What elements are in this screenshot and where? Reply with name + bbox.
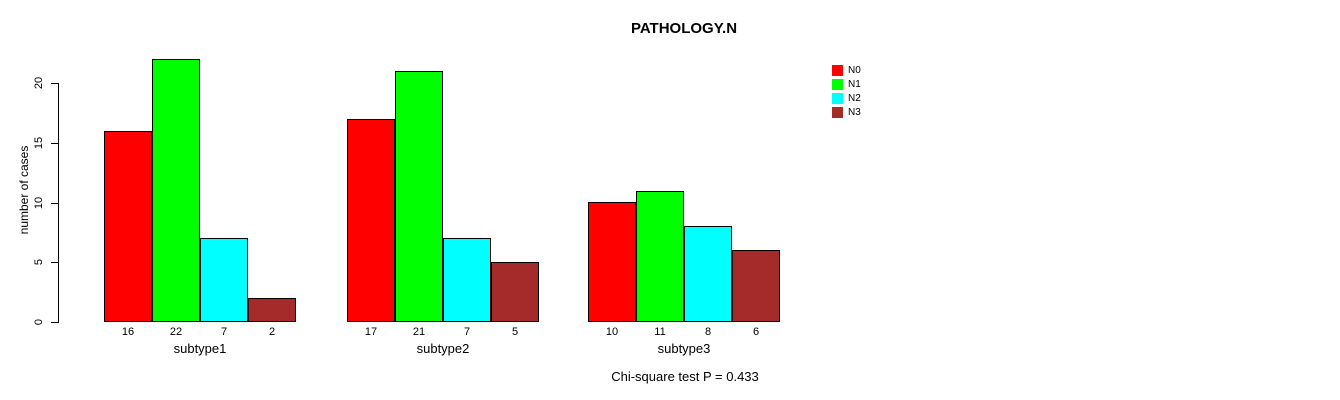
bar-N1-subtype2: [395, 71, 443, 322]
legend-label: N2: [848, 92, 861, 104]
category-label: subtype1: [173, 341, 227, 356]
legend-item-N2: N2: [832, 91, 861, 105]
bar-N2-subtype2: [443, 238, 491, 322]
legend: N0 N1 N2 N3: [832, 63, 861, 119]
legend-swatch-N2: [832, 92, 843, 104]
bar-value-label: 16: [121, 326, 135, 338]
bar-N1-subtype1: [152, 59, 200, 322]
y-axis-tick-label: 10: [33, 196, 45, 210]
y-axis-tick: [51, 143, 58, 144]
legend-label: N3: [848, 106, 861, 118]
bar-N0-subtype2: [347, 119, 395, 322]
legend-item-N3: N3: [832, 105, 861, 119]
y-axis-tick-label: 15: [33, 136, 45, 150]
bar-value-label: 8: [704, 326, 712, 338]
chart-title: PATHOLOGY.N: [630, 20, 738, 37]
y-axis-tick-label: 20: [33, 76, 45, 90]
bar-value-label: 10: [605, 326, 619, 338]
legend-swatch-N3: [832, 106, 843, 118]
y-axis-tick: [51, 262, 58, 263]
bar-value-label: 6: [752, 326, 760, 338]
bar-N1-subtype3: [636, 191, 684, 322]
chi-square-annotation: Chi-square test P = 0.433: [611, 369, 759, 384]
bar-N2-subtype3: [684, 226, 732, 322]
bar-value-label: 21: [412, 326, 426, 338]
legend-label: N0: [848, 64, 861, 76]
category-label: subtype3: [657, 341, 711, 356]
bar-N0-subtype3: [588, 202, 636, 322]
y-axis-tick-label: 0: [33, 318, 45, 326]
bar-value-label: 7: [220, 326, 228, 338]
bar-value-label: 22: [169, 326, 183, 338]
y-axis-tick-label: 5: [33, 258, 45, 266]
y-axis-line: [58, 83, 59, 323]
y-axis-tick: [51, 203, 58, 204]
bar-value-label: 17: [364, 326, 378, 338]
bar-N0-subtype1: [104, 131, 152, 322]
legend-item-N0: N0: [832, 63, 861, 77]
y-axis-tick: [51, 322, 58, 323]
category-label: subtype2: [416, 341, 470, 356]
bar-value-label: 2: [268, 326, 276, 338]
bar-N3-subtype2: [491, 262, 539, 322]
bar-N2-subtype1: [200, 238, 248, 322]
bar-value-label: 5: [511, 326, 519, 338]
bar-N3-subtype3: [732, 250, 780, 322]
legend-swatch-N1: [832, 78, 843, 90]
bar-value-label: 7: [463, 326, 471, 338]
legend-label: N1: [848, 78, 861, 90]
bar-N3-subtype1: [248, 298, 296, 322]
y-axis-label: number of cases: [17, 145, 31, 235]
bar-value-label: 11: [654, 326, 666, 338]
legend-swatch-N0: [832, 64, 843, 76]
y-axis-tick: [51, 83, 58, 84]
legend-item-N1: N1: [832, 77, 861, 91]
